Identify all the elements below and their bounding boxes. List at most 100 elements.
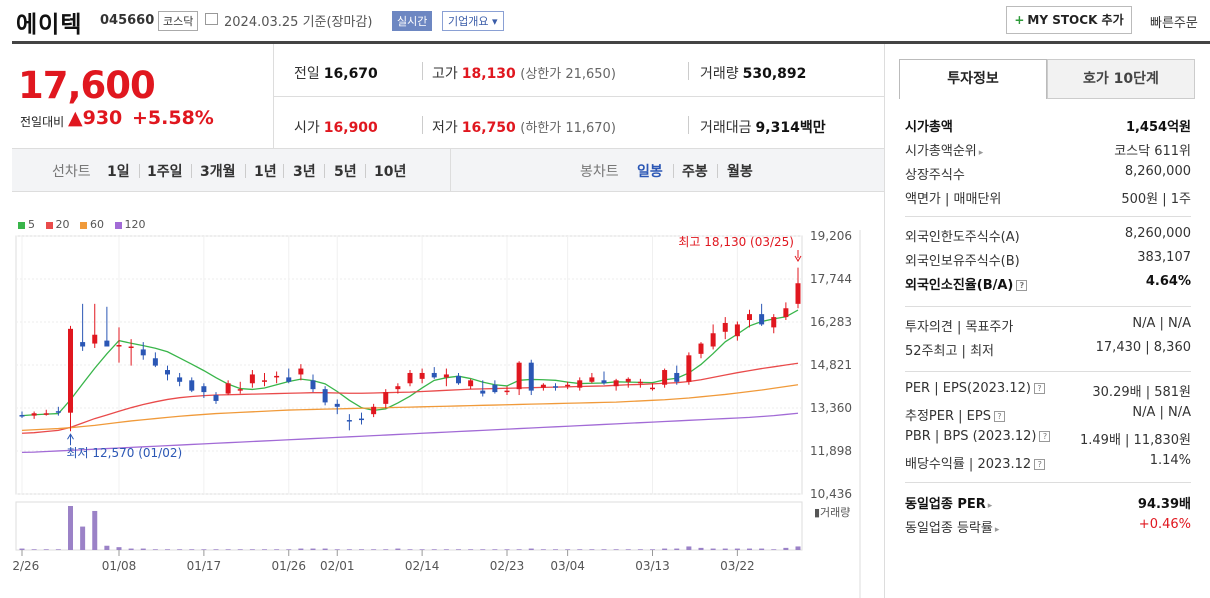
market-badge: 코스닥 bbox=[158, 11, 199, 31]
volume-bar bbox=[262, 549, 267, 550]
info-value: 383,107 bbox=[1137, 250, 1191, 265]
period-10y[interactable]: 10년 bbox=[374, 164, 407, 180]
candle-body bbox=[55, 411, 61, 413]
candle-body bbox=[601, 380, 607, 384]
company-overview-dropdown[interactable]: 기업개요 ▾ bbox=[442, 11, 504, 31]
help-icon[interactable]: ? bbox=[1039, 431, 1051, 442]
x-tick-label: 01/26 bbox=[271, 559, 306, 573]
volume-bar bbox=[698, 547, 704, 550]
info-key: 시가총액 bbox=[905, 116, 953, 135]
realtime-button[interactable]: 실시간 bbox=[392, 11, 433, 31]
lower-limit: (하한가 11,670) bbox=[520, 121, 616, 136]
volume-bar bbox=[286, 549, 292, 550]
period-1y[interactable]: 1년 bbox=[254, 164, 277, 180]
help-icon[interactable]: ? bbox=[1016, 280, 1028, 291]
tab-invest-info[interactable]: 투자정보 bbox=[899, 59, 1047, 99]
prev-close: 전일 16,670 bbox=[294, 63, 378, 83]
info-value: 1.14% bbox=[1149, 453, 1191, 468]
volume-bar bbox=[31, 549, 37, 550]
volume-bar bbox=[359, 549, 364, 550]
my-stock-add-button[interactable]: + MY STOCK 추가 bbox=[1006, 6, 1132, 34]
candle-daily[interactable]: 일봉 bbox=[637, 164, 663, 180]
y-tick-label: 19,206 bbox=[810, 230, 852, 243]
legend-ma120: 120 bbox=[114, 218, 146, 231]
volume-bar bbox=[637, 549, 643, 550]
volume-bar bbox=[383, 549, 389, 550]
candle-body bbox=[650, 387, 655, 390]
candle-monthly[interactable]: 월봉 bbox=[727, 164, 753, 180]
candlestick-chart[interactable]: 19,206 17,744 16,283 14,821 13,360 11,898 10,4… bbox=[12, 230, 872, 598]
volume-value: 530,892 bbox=[742, 66, 807, 82]
current-price: 17,600 bbox=[18, 64, 156, 107]
quick-order-link[interactable]: 빠른주문 bbox=[1150, 16, 1198, 31]
divider bbox=[283, 164, 284, 178]
candle-body bbox=[419, 372, 425, 379]
info-key: 상장주식수 bbox=[905, 164, 965, 183]
legend-swatch bbox=[45, 221, 53, 229]
period-1d[interactable]: 1일 bbox=[107, 164, 130, 180]
price-box: 17,600 전일대비 ▲930 +5.58% bbox=[12, 44, 274, 148]
info-key[interactable]: 동일업종 PER ▸ bbox=[905, 493, 992, 512]
candle-body bbox=[637, 381, 643, 384]
info-row: 시가총액순위 ▸ 코스닥 611위 bbox=[905, 140, 1191, 160]
help-icon[interactable]: ? bbox=[1034, 459, 1046, 470]
tab-hoga-10[interactable]: 호가 10단계 bbox=[1047, 59, 1195, 99]
legend-label: 5 bbox=[28, 218, 35, 231]
legend-label: 60 bbox=[90, 218, 104, 231]
volume-bar bbox=[710, 548, 716, 550]
volume-bar bbox=[431, 549, 437, 550]
open-label: 시가 bbox=[294, 120, 320, 136]
candle-body bbox=[128, 346, 134, 348]
candle-body bbox=[140, 349, 146, 356]
candle-body bbox=[213, 395, 219, 401]
info-key[interactable]: 시가총액순위 ▸ bbox=[905, 140, 983, 159]
period-5y[interactable]: 5년 bbox=[334, 164, 357, 180]
info-key: 외국인소진율(B/A)? bbox=[905, 274, 1028, 293]
candle-body bbox=[80, 342, 86, 347]
period-3y[interactable]: 3년 bbox=[293, 164, 316, 180]
help-icon[interactable]: ? bbox=[993, 411, 1005, 422]
volume-bar bbox=[237, 549, 243, 550]
info-value: 1.49배 | 11,830원 bbox=[1080, 433, 1191, 448]
candle-body bbox=[104, 340, 110, 347]
volume-bar bbox=[674, 548, 680, 550]
period-1w[interactable]: 1주일 bbox=[147, 164, 183, 180]
volume-bar bbox=[43, 549, 49, 550]
legend-label: 120 bbox=[124, 218, 146, 231]
info-key-text: 시가총액순위 bbox=[905, 144, 977, 159]
divider bbox=[191, 164, 192, 178]
company-name: 에이텍 bbox=[16, 12, 83, 38]
trade-amount: 거래대금 9,314백만 bbox=[700, 117, 826, 137]
candle-body bbox=[274, 375, 280, 378]
volume-bar bbox=[310, 548, 316, 550]
period-3m[interactable]: 3개월 bbox=[200, 164, 236, 180]
volume-bar bbox=[274, 549, 280, 550]
volume-bar bbox=[516, 549, 522, 550]
ma60-line bbox=[21, 384, 799, 431]
candle-weekly[interactable]: 주봉 bbox=[682, 164, 708, 180]
candle-body bbox=[92, 334, 98, 344]
help-icon[interactable]: ? bbox=[1033, 383, 1045, 394]
info-key[interactable]: 동일업종 등락률 ▸ bbox=[905, 517, 999, 536]
my-stock-add-label: MY STOCK 추가 bbox=[1027, 13, 1124, 27]
x-tick-label: 02/14 bbox=[405, 559, 440, 573]
prev-close-label: 전일 bbox=[294, 66, 320, 82]
volume-bar bbox=[504, 549, 510, 550]
volume-label: ▮거래량 bbox=[814, 506, 850, 519]
arrow-right-icon: ▸ bbox=[987, 501, 993, 511]
info-key-text: 시가총액 bbox=[905, 120, 953, 135]
high-price: 고가 18,130 (상한가 21,650) bbox=[432, 63, 616, 83]
candle-body bbox=[734, 324, 740, 337]
info-key-text: PBR | BPS (2023.12) bbox=[905, 429, 1037, 444]
x-tick-label: 03/04 bbox=[550, 559, 585, 573]
low-value: 16,750 bbox=[461, 120, 516, 136]
info-row: 동일업종 PER ▸ 94.39배 bbox=[905, 493, 1191, 513]
arrow-right-icon: ▸ bbox=[994, 525, 1000, 535]
divider bbox=[365, 164, 366, 178]
volume-bar bbox=[771, 549, 777, 550]
volume-bar bbox=[189, 549, 195, 550]
candle-body bbox=[177, 377, 183, 382]
date-basis: 2024.03.25 기준(장마감) bbox=[224, 15, 373, 30]
volume-bar bbox=[140, 548, 146, 550]
open-price: 시가 16,900 bbox=[294, 117, 378, 137]
